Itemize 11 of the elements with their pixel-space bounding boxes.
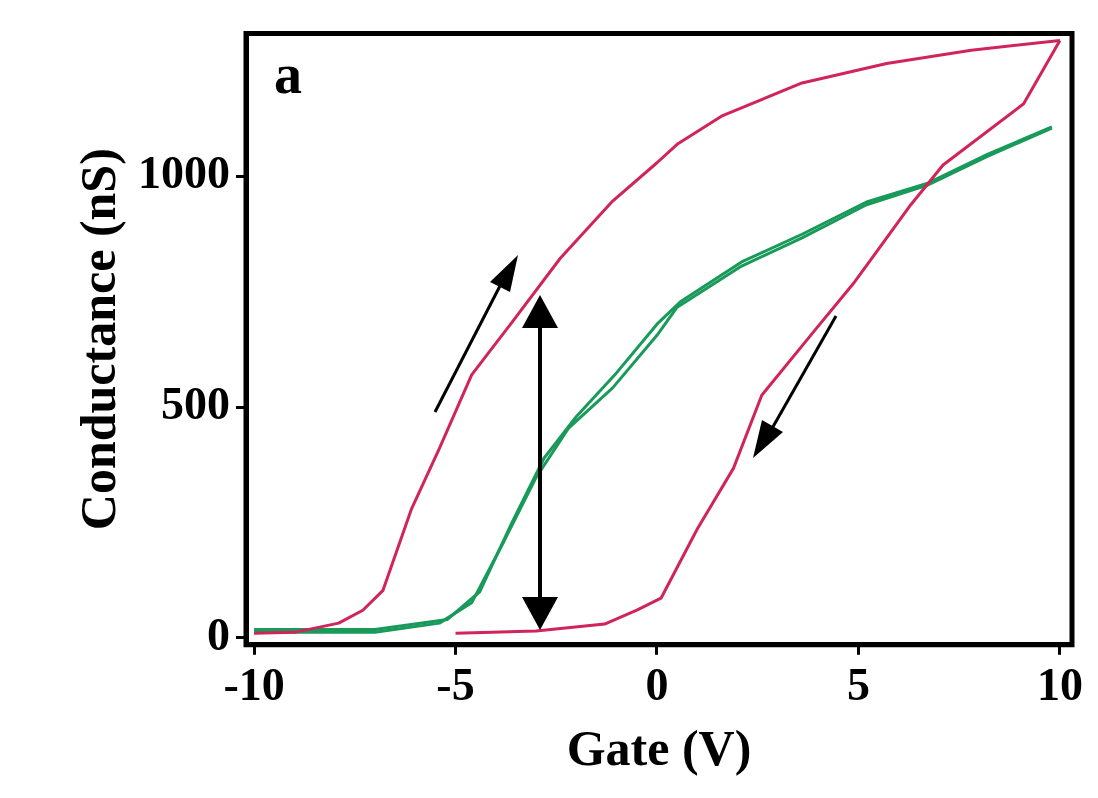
- x-tick-label: 5: [846, 659, 870, 711]
- y-tick-label: 500: [161, 378, 230, 430]
- x-tick-label: -10: [223, 659, 285, 711]
- y-tick-label: 1000: [138, 147, 230, 199]
- x-tick-label: -5: [436, 659, 475, 711]
- y-axis-title: Conductance (nS): [69, 148, 126, 531]
- annotation: a: [274, 41, 302, 106]
- x-tick-label: 0: [645, 659, 669, 711]
- x-tick-label: 10: [1036, 659, 1083, 711]
- x-axis-title: Gate (V): [566, 719, 752, 776]
- y-tick-label: 0: [207, 608, 230, 660]
